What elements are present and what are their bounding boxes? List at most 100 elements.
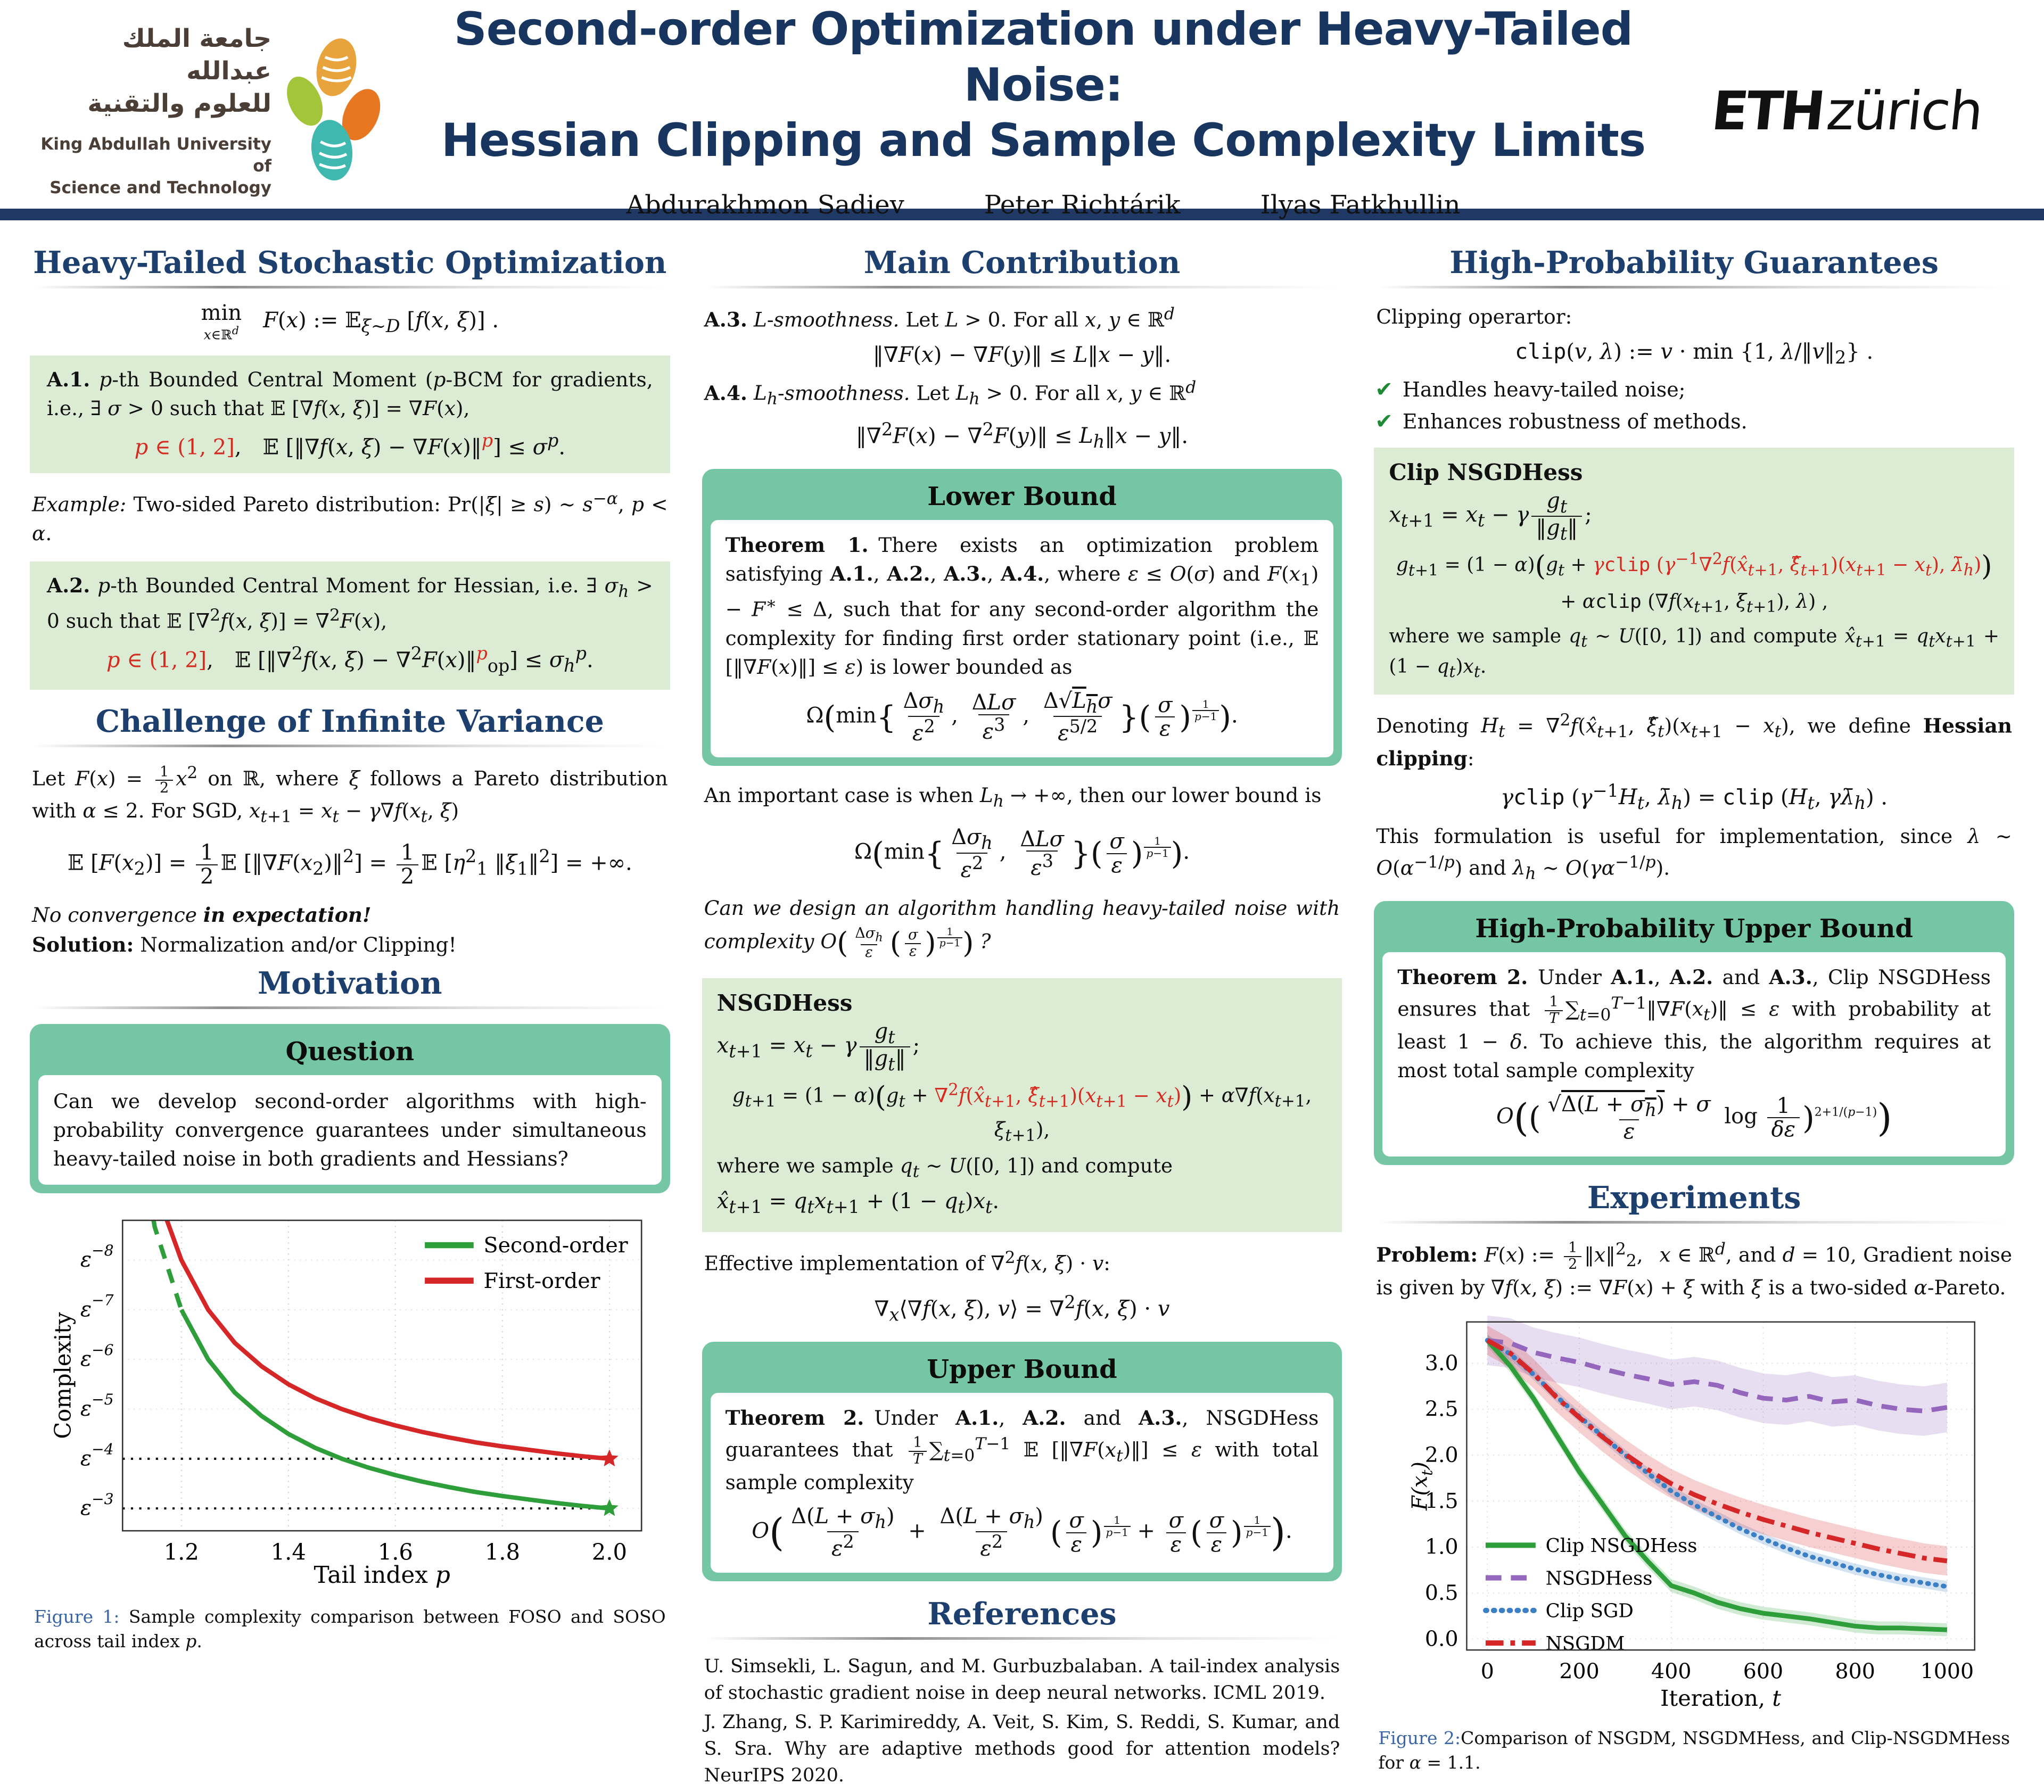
figure-1-label: Figure 1: [34,1606,120,1628]
check-icon: ✔ [1375,377,1393,402]
eth-logo: ETHzürich [1684,80,2010,142]
title-line2: Hessian Clipping and Sample Complexity L… [441,114,1646,168]
svg-text:1.5: 1.5 [1425,1489,1458,1513]
section-rule [706,286,1338,288]
hessian-clipping-formula: γclip (γ−1Ht, λ̄h) = clip (Ht, γλ̄h) . [1501,780,1888,813]
svg-text:ε−4: ε−4 [80,1441,114,1471]
clip-operator-formula: clip(v, λ) := v · min {1, λ/‖v‖2} . [1515,340,1874,368]
svg-text:1000: 1000 [1921,1659,1974,1684]
assumption-a2-box: A.2. p-th Bounded Central Moment for Hes… [30,561,670,690]
question-box-body: Can we develop second-order algorithms w… [38,1075,662,1185]
section-title-references: References [927,1596,1117,1632]
eth-logo-bold: ETH [1709,79,1826,142]
useful-text: This formulation is useful for implement… [1376,824,2013,883]
svg-text:NSGDHess: NSGDHess [1546,1567,1653,1589]
benefit-1: ✔ Handles heavy-tailed noise; [1375,377,2013,402]
important-case-formula: Ω(min{Δσh ε2, ΔLσ ε3}(σ ε) 1 p−1). [854,825,1190,882]
section-title-high-probability: High-Probability Guarantees [1449,245,1939,280]
column-middle: Main Contribution A.3. L-smoothness. Let… [702,238,1342,1792]
authors: Abdurakhmon Sadiev Peter Richtárik Ilyas… [399,190,1687,220]
denoting-text: Denoting Ht = ∇2f(x̂t+1, ξ̂t)(xt+1 − xt)… [1376,710,2013,770]
clipping-operator-label: Clipping operartor: [1376,305,1572,328]
upper-bound-title: Upper Bound [927,1355,1117,1385]
kaust-english-line2: Science and Technology [50,178,271,198]
svg-text:0: 0 [1481,1659,1494,1684]
svg-text:NSGDM: NSGDM [1546,1633,1625,1655]
svg-text:Clip NSGDHess: Clip NSGDHess [1546,1535,1697,1557]
svg-text:2.5: 2.5 [1425,1397,1458,1422]
theorem-2b-text: Theorem 2. Under A.1., A.2. and A.3., Cl… [1397,965,1991,1082]
question-text: Can we develop second-order algorithms w… [53,1089,647,1171]
assumption-a1-box: A.1. p-th Bounded Central Moment (p-BCM … [30,356,670,474]
section-title-main-contribution: Main Contribution [863,245,1181,280]
figure-1-caption-text: Sample complexity comparison between FOS… [34,1606,666,1652]
theorem-1-text: Theorem 1. There exists an optimization … [725,533,1319,679]
svg-text:Tail index p: Tail index p [314,1562,450,1589]
svg-text:200: 200 [1560,1659,1600,1684]
figure-2-caption: Figure 2:Comparison of NSGDM, NSGDMHess,… [1378,1726,2010,1775]
section-rule [1378,1221,2010,1224]
assumption-a2-formula: p ∈ (1, 2], 𝔼 [‖∇2f(x, ξ) − ∇2F(x)‖pop] … [106,642,594,676]
hp-upper-bound-title: High-Probability Upper Bound [1475,913,1913,944]
benefit-2: ✔ Enhances robustness of methods. [1375,409,2013,434]
clip-nsgdhess-sample-text: where we sample qt ∼ U([0, 1]) and compu… [1389,625,2000,682]
clip-nsgdhess-step1: xt+1 = xt − γ gt ‖gt‖; [1389,488,1592,544]
author-3: Ilyas Fatkhullin [1260,190,1461,220]
clip-nsgdhess-box: Clip NSGDHess xt+1 = xt − γ gt ‖gt‖; gt+1 … [1374,447,2015,695]
reference-2: J. Zhang, S. P. Karimireddy, A. Veit, S.… [704,1712,1340,1786]
effective-impl-text: Effective implementation of ∇2f(x, ξ) · … [704,1248,1110,1275]
kaust-arabic-line1: جامعة الملك عبدالله [122,24,271,86]
kaust-logo-text: جامعة الملك عبدالله للعلوم والتقنية King… [37,22,271,199]
svg-text:1.4: 1.4 [271,1539,306,1565]
eth-logo-light: zürich [1824,79,1985,142]
section-rule [1378,286,2010,288]
header: جامعة الملك عبدالله للعلوم والتقنية King… [0,0,2044,220]
effective-impl-formula: ∇x⟨∇f(x, ξ), v⟩ = ∇2f(x, ξ) · v [874,1291,1170,1325]
title-line1: Second-order Optimization under Heavy-Ta… [454,2,1633,112]
question-box-title: Question [285,1037,415,1067]
section-title-heavy-tailed: Heavy-Tailed Stochastic Optimization [33,245,667,280]
assumption-a3-formula: ‖∇F(x) − ∇F(y)‖ ≤ L‖x − y‖. [872,342,1172,367]
upper-bound-body: Theorem 2. Under A.1., A.2. and A.3., NS… [710,1393,1334,1573]
figure-2-label: Figure 2: [1378,1727,1461,1748]
nsgdhess-step2: gt+1 = (1 − α)(gt + ∇2f(x̂t+1, ξ̂t+1)(xt… [732,1080,1312,1145]
lower-bound-title: Lower Bound [927,481,1117,511]
svg-text:1.0: 1.0 [1425,1535,1458,1559]
svg-text:1.6: 1.6 [378,1539,413,1565]
nsgdhess-title: NSGDHess [716,989,853,1016]
objective-formula: min x∈ℝd F(x) := 𝔼ξ∼D [f(x, ξ)] . [201,301,499,343]
kaust-logo: جامعة الملك عبدالله للعلوم والتقنية King… [37,22,399,199]
svg-text:ε−8: ε−8 [80,1242,114,1272]
assumption-a4-text: A.4. Lh-smoothness. Let Lh > 0. For all … [704,377,1197,409]
section-title-motivation: Motivation [258,965,442,1002]
upper-bound-box: Upper Bound Theorem 2. Under A.1., A.2. … [702,1342,1342,1582]
clip-nsgdhess-step2: gt+1 = (1 − α)(gt + γclip (γ−1∇2f(x̂t+1,… [1396,549,1992,582]
svg-text:Clip SGD: Clip SGD [1546,1600,1634,1622]
svg-text:400: 400 [1652,1659,1692,1684]
section-title-challenge: Challenge of Infinite Variance [95,704,604,740]
question-box: Question Can we develop second-order alg… [30,1024,670,1194]
nsgdhess-box: NSGDHess xt+1 = xt − γ gt ‖gt‖; gt+1 = (1 … [702,978,1342,1233]
assumption-a1-formula: p ∈ (1, 2], 𝔼 [‖∇f(x, ξ) − ∇F(x)‖p] ≤ σp… [134,430,566,460]
nsgdhess-step1: xt+1 = xt − γ gt ‖gt‖; [716,1019,920,1075]
reference-1: U. Simsekli, L. Sagun, and M. Gurbuzbala… [704,1656,1340,1704]
clip-nsgdhess-title: Clip NSGDHess [1389,459,1583,485]
figure-2: Clip NSGDHess NSGDHess Clip SGD NSGDM 0 200 40… [1399,1312,1988,1720]
poster-title: Second-order Optimization under Heavy-Ta… [399,2,1687,169]
figure-2-caption-text: Comparison of NSGDM, NSGDMHess, and Clip… [1378,1727,2010,1773]
svg-text:ε−3: ε−3 [80,1490,114,1521]
svg-text:ε−7: ε−7 [80,1292,114,1322]
section-rule [34,1006,666,1010]
svg-text:3.0: 3.0 [1425,1351,1458,1375]
pareto-example: Example: Two-sided Pareto distribution: … [32,489,668,545]
svg-text:Iteration, t: Iteration, t [1661,1685,1782,1711]
design-question: Can we design an algorithm handling heav… [704,896,1340,961]
figure-1-chart: 1.2 1.4 1.6 1.8 2.0 ε−3 ε−4 ε−5 ε−6 ε−7 ε−8 Second-… [50,1219,642,1589]
benefit-1-text: Handles heavy-tailed noise; [1402,377,1686,401]
svg-text:2.0: 2.0 [592,1539,627,1565]
problem-text: Problem: F(x) := 1 2 ‖x‖22, x ∈ ℝd, and d … [1376,1240,2013,1300]
svg-text:1.8: 1.8 [485,1539,520,1565]
